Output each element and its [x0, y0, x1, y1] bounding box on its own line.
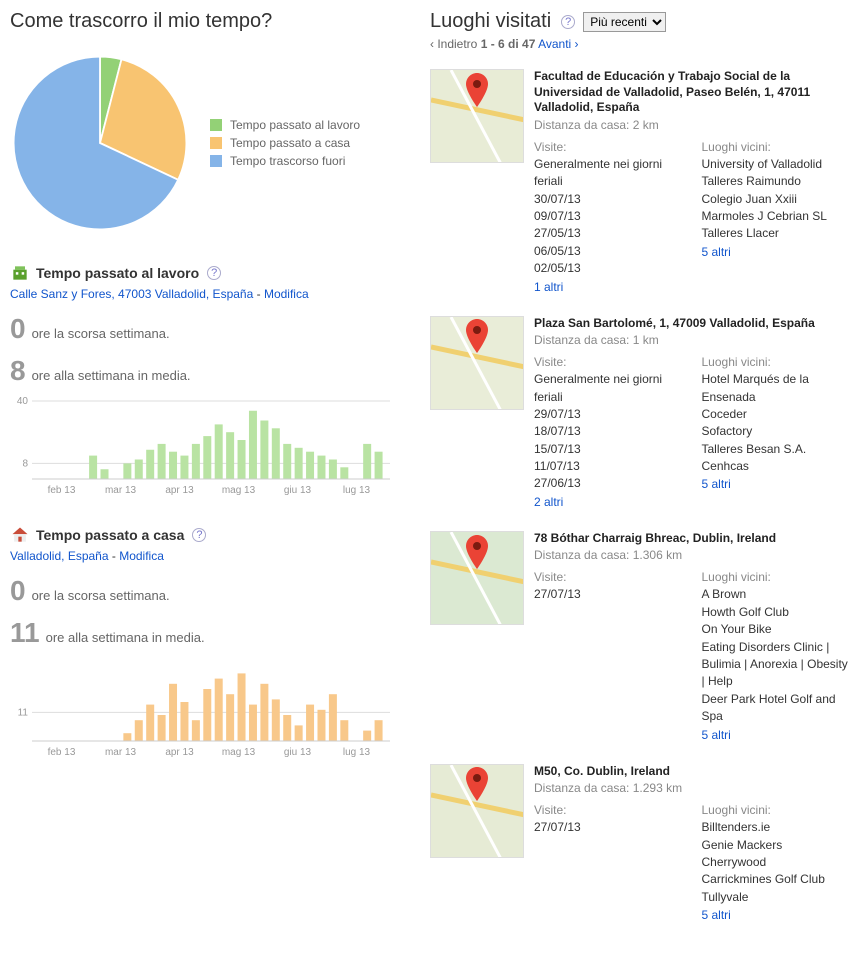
map-thumbnail[interactable]: [430, 531, 524, 625]
home-section: Tempo passato a casa ? Valladolid, Españ…: [10, 525, 410, 762]
pie-chart-section: Tempo passato al lavoro Tempo passato a c…: [10, 53, 410, 233]
work-title: Tempo passato al lavoro: [36, 265, 199, 281]
work-address-link[interactable]: Calle Sanz y Fores, 47003 Valladolid, Es…: [10, 287, 253, 301]
svg-text:mag 13: mag 13: [222, 747, 256, 758]
home-stat2-txt: ore alla settimana in media.: [46, 630, 205, 645]
home-stat1-txt: ore la scorsa settimana.: [32, 588, 170, 603]
visits-label: Visite:: [534, 355, 682, 369]
places-title: Luoghi visitati: [430, 10, 551, 33]
visits-label: Visite:: [534, 140, 682, 154]
help-icon[interactable]: ?: [192, 528, 206, 542]
place-distance: Distanza da casa: 1 km: [534, 333, 849, 347]
place-title: 78 Bóthar Charraig Bhreac, Dublin, Irela…: [534, 531, 849, 547]
home-bar-chart: 11 feb 13 mar 13 apr 13 mag 13 giu 13 lug 13: [10, 659, 390, 759]
work-edit-link[interactable]: Modifica: [264, 287, 309, 301]
legend-item: Tempo passato al lavoro: [210, 118, 360, 132]
svg-text:feb 13: feb 13: [48, 747, 76, 758]
place-title: Facultad de Educación y Trabajo Social d…: [534, 69, 849, 116]
visits-more-link[interactable]: 2 altri: [534, 495, 682, 509]
svg-text:mag 13: mag 13: [222, 485, 256, 496]
building-icon: [10, 263, 30, 283]
page-title: Come trascorro il mio tempo?: [10, 10, 410, 33]
home-stat1-num: 0: [10, 575, 26, 606]
work-stat2-num: 8: [10, 355, 26, 386]
pager-range: 1 - 6 di 47: [481, 37, 536, 51]
home-stat2-num: 11: [10, 617, 40, 648]
place-distance: Distanza da casa: 1.293 km: [534, 781, 849, 795]
pager-forward[interactable]: Avanti ›: [538, 37, 578, 51]
map-thumbnail[interactable]: [430, 69, 524, 163]
map-pin-icon: [466, 319, 488, 353]
nearby-label: Luoghi vicini:: [702, 570, 850, 584]
nearby-label: Luoghi vicini:: [702, 140, 850, 154]
nearby-label: Luoghi vicini:: [702, 803, 850, 817]
sort-select[interactable]: Più recenti: [583, 12, 666, 32]
svg-text:apr 13: apr 13: [165, 747, 194, 758]
svg-text:giu 13: giu 13: [284, 747, 312, 758]
svg-text:apr 13: apr 13: [165, 485, 194, 496]
place-distance: Distanza da casa: 2 km: [534, 118, 849, 132]
place-title: Plaza San Bartolomé, 1, 47009 Valladolid…: [534, 316, 849, 332]
place-title: M50, Co. Dublin, Ireland: [534, 764, 849, 780]
work-stat1-num: 0: [10, 313, 26, 344]
place-item: M50, Co. Dublin, Ireland Distanza da cas…: [430, 764, 849, 923]
svg-text:mar 13: mar 13: [105, 747, 137, 758]
svg-text:40: 40: [17, 397, 29, 407]
visits-label: Visite:: [534, 570, 682, 584]
work-section: Tempo passato al lavoro ? Calle Sanz y F…: [10, 263, 410, 500]
separator: -: [257, 287, 264, 301]
place-item: Plaza San Bartolomé, 1, 47009 Valladolid…: [430, 316, 849, 509]
visits-label: Visite:: [534, 803, 682, 817]
near-more-link[interactable]: 5 altri: [702, 245, 850, 259]
map-thumbnail[interactable]: [430, 764, 524, 858]
legend-item: Tempo trascorso fuori: [210, 154, 360, 168]
nearby-label: Luoghi vicini:: [702, 355, 850, 369]
svg-text:lug 13: lug 13: [343, 747, 371, 758]
svg-text:11: 11: [18, 707, 29, 718]
svg-text:8: 8: [22, 458, 28, 469]
map-pin-icon: [466, 73, 488, 107]
pie-legend: Tempo passato al lavoro Tempo passato a c…: [210, 114, 360, 172]
place-item: Facultad de Educación y Trabajo Social d…: [430, 69, 849, 294]
house-icon: [10, 525, 30, 545]
pager-back: ‹ Indietro: [430, 37, 477, 51]
svg-text:lug 13: lug 13: [343, 485, 371, 496]
work-bar-chart: 8 40 feb 13 mar 13 apr 13 mag 13 giu 13 lug 13: [10, 397, 390, 497]
home-title: Tempo passato a casa: [36, 527, 184, 543]
near-more-link[interactable]: 5 altri: [702, 477, 850, 491]
place-distance: Distanza da casa: 1.306 km: [534, 548, 849, 562]
svg-text:giu 13: giu 13: [284, 485, 312, 496]
home-edit-link[interactable]: Modifica: [119, 549, 164, 563]
map-thumbnail[interactable]: [430, 316, 524, 410]
visits-more-link[interactable]: 1 altri: [534, 280, 682, 294]
pie-chart: [10, 53, 190, 233]
work-stat2-txt: ore alla settimana in media.: [32, 368, 191, 383]
work-stat1-txt: ore la scorsa settimana.: [32, 326, 170, 341]
near-more-link[interactable]: 5 altri: [702, 728, 850, 742]
svg-text:mar 13: mar 13: [105, 485, 137, 496]
home-address-link[interactable]: Valladolid, España: [10, 549, 109, 563]
svg-text:feb 13: feb 13: [48, 485, 76, 496]
help-icon[interactable]: ?: [561, 15, 575, 29]
help-icon[interactable]: ?: [207, 266, 221, 280]
legend-item: Tempo passato a casa: [210, 136, 360, 150]
map-pin-icon: [466, 535, 488, 569]
pager: ‹ Indietro 1 - 6 di 47 Avanti ›: [430, 37, 849, 51]
place-item: 78 Bóthar Charraig Bhreac, Dublin, Irela…: [430, 531, 849, 742]
map-pin-icon: [466, 767, 488, 801]
near-more-link[interactable]: 5 altri: [702, 908, 850, 922]
